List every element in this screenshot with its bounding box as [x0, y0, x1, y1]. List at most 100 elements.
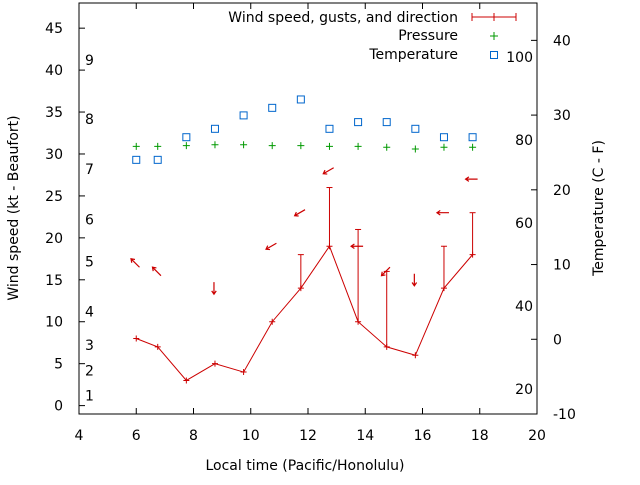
pressure-point [132, 142, 140, 150]
temp-c-tick-label: 10 [553, 258, 571, 274]
gust-bars [297, 187, 476, 347]
x-tick-label: 14 [356, 428, 374, 444]
wind-direction-arrow [322, 167, 334, 175]
legend-wind-label: Wind speed, gusts, and direction [228, 10, 458, 26]
temp-f-tick-label: 60 [515, 216, 533, 232]
y-tick-label: 5 [54, 357, 63, 373]
temp-c-tick-label: 0 [553, 332, 562, 348]
beaufort-labels: 1 2 3 4 5 6 7 8 9 [85, 53, 94, 405]
wind-points [133, 243, 476, 384]
temperature-point [296, 95, 305, 104]
y-tick-labels-left: 0 5 10 15 20 25 30 35 40 45 [45, 21, 63, 414]
wind-point [269, 318, 276, 325]
wind-direction-arrow [130, 258, 140, 268]
wind-point [297, 285, 304, 292]
wind-direction-arrow [265, 242, 277, 251]
x-tick-label: 12 [299, 428, 317, 444]
pressure-point [411, 145, 419, 153]
x-tick-label: 20 [528, 428, 546, 444]
wind-direction-arrow [435, 209, 449, 216]
tick-marks [78, 3, 538, 415]
temperature-point [268, 103, 277, 112]
beaufort-label: 4 [85, 305, 94, 321]
pressure-point [297, 142, 305, 150]
temperature-points [132, 95, 477, 164]
legend-pressure-swatch [490, 32, 498, 40]
beaufort-label: 8 [85, 112, 94, 128]
x-tick-label: 10 [242, 428, 260, 444]
wind-point [133, 335, 140, 342]
plot-frame [78, 2, 538, 415]
temperature-point [439, 133, 448, 142]
pressure-point [354, 142, 362, 150]
beaufort-label: 2 [85, 363, 94, 379]
pressure-point [154, 142, 162, 150]
temp-c-tick-label: 40 [553, 33, 571, 49]
wind-direction-arrow [293, 209, 306, 217]
wind-point [355, 318, 362, 325]
pressure-point [240, 141, 248, 149]
wind-point [183, 377, 190, 384]
pressure-point [325, 142, 333, 150]
pressure-point [211, 141, 219, 149]
temperature-point [411, 124, 420, 133]
wind-direction-arrow [464, 176, 478, 182]
wind-direction-arrow [380, 266, 391, 277]
temp-c-tick-label: -10 [553, 407, 576, 423]
pressure-points [132, 141, 477, 153]
x-tick-label: 18 [471, 428, 489, 444]
y-tick-label: 10 [45, 315, 63, 331]
temperature-point [182, 133, 191, 142]
pressure-point [440, 143, 448, 151]
legend-temperature-label: Temperature [368, 47, 458, 63]
wind-point [412, 352, 419, 359]
y-tick-label: 40 [45, 63, 63, 79]
wind-direction-arrow [211, 282, 217, 296]
wind-point [469, 251, 476, 258]
y-tick-label: 45 [45, 21, 63, 37]
wind-point [211, 360, 218, 367]
wind-direction-arrows [130, 167, 478, 296]
beaufort-label: 7 [85, 162, 94, 178]
beaufort-label: 6 [85, 212, 94, 228]
temp-f-tick-label: 100 [506, 50, 533, 66]
temp-c-tick-label: 30 [553, 108, 571, 124]
beaufort-label: 5 [85, 254, 94, 270]
y-tick-label: 0 [54, 399, 63, 415]
pressure-point [469, 143, 477, 151]
y-tick-label: 25 [45, 189, 63, 205]
x-tick-label: 8 [189, 428, 198, 444]
beaufort-label: 3 [85, 338, 94, 354]
temperature-point [382, 118, 391, 127]
wind-speed-line [136, 245, 473, 382]
wind-point [326, 243, 333, 250]
temperature-point [468, 133, 477, 142]
temp-c-labels: -10 0 10 20 30 40 [553, 33, 576, 423]
x-tick-label: 4 [75, 428, 84, 444]
temp-f-tick-label: 20 [515, 382, 533, 398]
temperature-point [354, 118, 363, 127]
temperature-point [153, 155, 162, 164]
x-tick-labels: 4 6 8 10 12 14 16 18 20 [75, 428, 546, 444]
beaufort-label: 9 [85, 53, 94, 69]
y-tick-label: 30 [45, 147, 63, 163]
temperature-point [132, 155, 141, 164]
temp-f-labels: 20 40 60 80 100 [506, 50, 533, 398]
temperature-point [325, 124, 334, 133]
y-axis-label-left: Wind speed (kt - Beaufort) [6, 115, 22, 300]
x-tick-label: 6 [132, 428, 141, 444]
pressure-point [268, 142, 276, 150]
y-tick-label: 35 [45, 105, 63, 121]
legend-pressure-label: Pressure [398, 28, 458, 44]
beaufort-label: 1 [85, 389, 94, 405]
legend-temperature-swatch [490, 51, 498, 59]
wind-point [240, 369, 247, 376]
x-axis-label: Local time (Pacific/Honolulu) [205, 458, 404, 474]
temp-f-tick-label: 40 [515, 299, 533, 315]
temperature-point [210, 124, 219, 133]
y-tick-label: 20 [45, 231, 63, 247]
wind-direction-arrow [151, 266, 162, 277]
temp-c-tick-label: 20 [553, 183, 571, 199]
